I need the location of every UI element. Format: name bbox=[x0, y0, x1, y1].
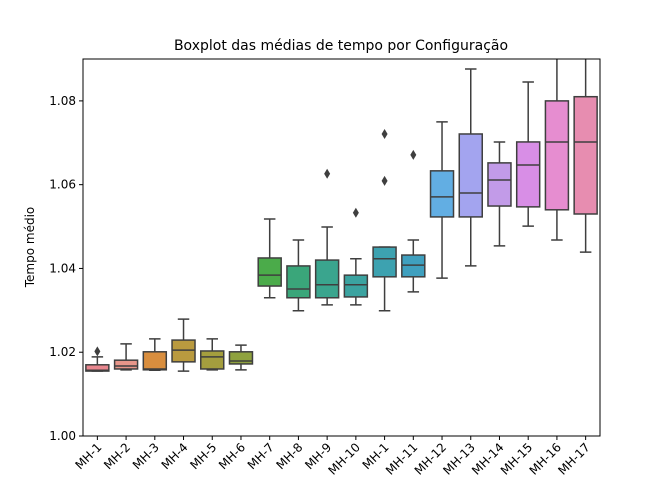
box bbox=[85, 364, 110, 372]
box bbox=[401, 254, 426, 278]
whisker-high bbox=[292, 239, 305, 266]
whisker-low bbox=[235, 363, 247, 371]
box-group bbox=[401, 149, 426, 293]
box bbox=[573, 95, 598, 215]
whisker-high bbox=[91, 356, 104, 365]
box bbox=[429, 170, 455, 218]
whisker-high bbox=[321, 226, 333, 261]
chart-title: Boxplot das médias de tempo por Configur… bbox=[174, 38, 508, 54]
whisker-high bbox=[465, 68, 477, 134]
box bbox=[343, 274, 369, 298]
outlier bbox=[410, 149, 417, 160]
whisker-low bbox=[263, 286, 276, 299]
box bbox=[257, 257, 282, 287]
y-tick-label: 1.06 bbox=[49, 178, 76, 192]
x-tick-label: MH-3 bbox=[130, 440, 162, 472]
box bbox=[515, 141, 541, 208]
whisker-low bbox=[292, 297, 305, 312]
y-tick-label: 1.04 bbox=[49, 261, 76, 275]
y-tick-label: 1.08 bbox=[49, 94, 76, 108]
box bbox=[200, 350, 225, 370]
whisker-low bbox=[378, 276, 391, 312]
whisker-low bbox=[522, 206, 534, 227]
outlier bbox=[381, 175, 388, 186]
whisker-high bbox=[206, 338, 218, 351]
box-group bbox=[458, 68, 483, 267]
box-group bbox=[200, 338, 225, 371]
x-tick-label: MH-1 bbox=[72, 440, 104, 472]
x-tick-label: MH-5 bbox=[187, 440, 219, 472]
x-tick-label: MH-2 bbox=[101, 440, 133, 472]
box-group bbox=[372, 128, 397, 312]
box-group bbox=[573, 59, 598, 253]
whisker-high bbox=[350, 258, 362, 276]
y-axis-label: Tempo médio bbox=[23, 207, 37, 289]
whisker-high bbox=[436, 121, 448, 171]
whisker-high bbox=[556, 59, 558, 101]
whisker-low bbox=[436, 216, 448, 279]
x-tick-label: MH-10 bbox=[326, 440, 363, 477]
box bbox=[544, 100, 570, 211]
whisker-low bbox=[407, 276, 420, 293]
box bbox=[171, 339, 196, 363]
outlier bbox=[352, 207, 359, 218]
x-tick-label: MH-6 bbox=[216, 440, 248, 472]
whisker-low bbox=[579, 213, 592, 253]
whisker-high bbox=[407, 239, 420, 256]
whisker-high bbox=[522, 81, 534, 142]
box bbox=[286, 265, 311, 299]
outlier bbox=[94, 346, 101, 357]
whisker-low bbox=[465, 216, 477, 267]
box-group bbox=[515, 81, 541, 227]
box bbox=[314, 259, 340, 299]
x-tick-label: MH-4 bbox=[159, 440, 191, 472]
box-group bbox=[228, 344, 254, 371]
box-group bbox=[85, 346, 110, 372]
x-tick-label: MH-17 bbox=[555, 440, 592, 477]
outlier bbox=[324, 168, 331, 179]
outlier bbox=[381, 128, 388, 139]
whisker-high bbox=[120, 343, 132, 361]
whisker-high bbox=[584, 59, 587, 97]
plot-area bbox=[85, 59, 598, 372]
x-tick-label: MH-7 bbox=[245, 440, 277, 472]
whisker-low bbox=[551, 209, 563, 241]
whisker-low bbox=[177, 361, 190, 372]
box-group bbox=[171, 318, 196, 372]
box bbox=[113, 359, 139, 370]
y-tick-label: 1.00 bbox=[49, 429, 76, 443]
box bbox=[142, 351, 168, 371]
x-tick-label: MH-8 bbox=[273, 440, 305, 472]
whisker-high bbox=[235, 344, 247, 352]
whisker-low bbox=[321, 297, 333, 306]
whisker-high bbox=[263, 218, 276, 258]
box-group bbox=[142, 338, 168, 371]
plot-frame bbox=[82, 58, 601, 437]
box-group bbox=[257, 218, 282, 299]
box-group bbox=[286, 239, 311, 312]
whisker-high bbox=[177, 318, 190, 341]
whisker-high bbox=[493, 141, 506, 163]
y-tick-label: 1.02 bbox=[49, 345, 76, 359]
box bbox=[228, 351, 254, 365]
box-group bbox=[544, 59, 570, 241]
box bbox=[487, 162, 512, 207]
box-group bbox=[314, 168, 340, 306]
box bbox=[458, 133, 483, 218]
whisker-low bbox=[493, 206, 506, 247]
box-group bbox=[343, 207, 369, 306]
box-group bbox=[429, 121, 455, 279]
box-group bbox=[113, 343, 139, 371]
whisker-high bbox=[149, 338, 161, 352]
whisker-low bbox=[350, 296, 362, 306]
box bbox=[372, 246, 397, 278]
box-group bbox=[487, 141, 512, 247]
